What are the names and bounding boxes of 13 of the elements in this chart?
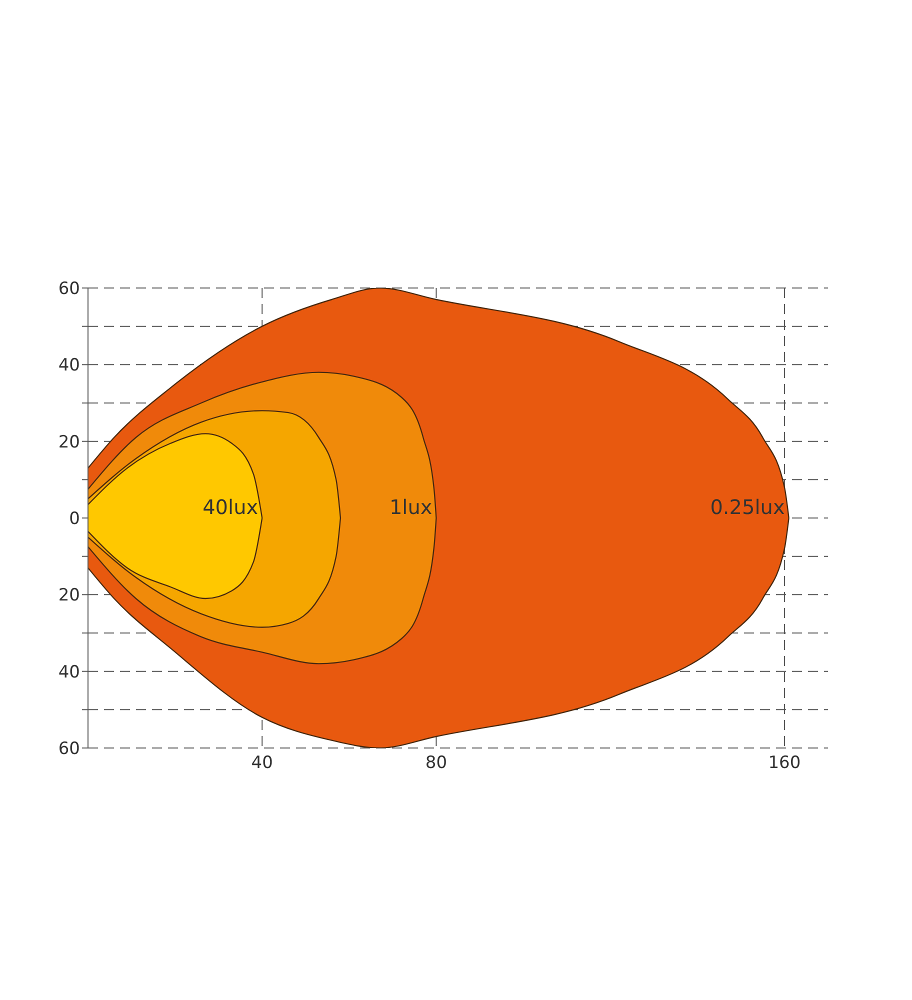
series-label: 40lux — [202, 495, 258, 519]
y-tick-label: 40 — [58, 356, 80, 376]
y-tick-label: 60 — [58, 739, 80, 760]
y-tick-label: 20 — [58, 432, 80, 452]
x-tick-label: 160 — [768, 753, 801, 774]
y-tick-label: 20 — [58, 586, 80, 606]
y-tick-label: 0 — [69, 509, 80, 530]
x-tick-label: 40 — [251, 753, 273, 774]
series-label: 0.25lux — [710, 495, 785, 519]
y-tick-label: 40 — [58, 662, 80, 682]
x-tick-label: 80 — [425, 753, 448, 774]
y-tick-label: 60 — [58, 279, 80, 300]
series-label: 1lux — [389, 495, 432, 519]
